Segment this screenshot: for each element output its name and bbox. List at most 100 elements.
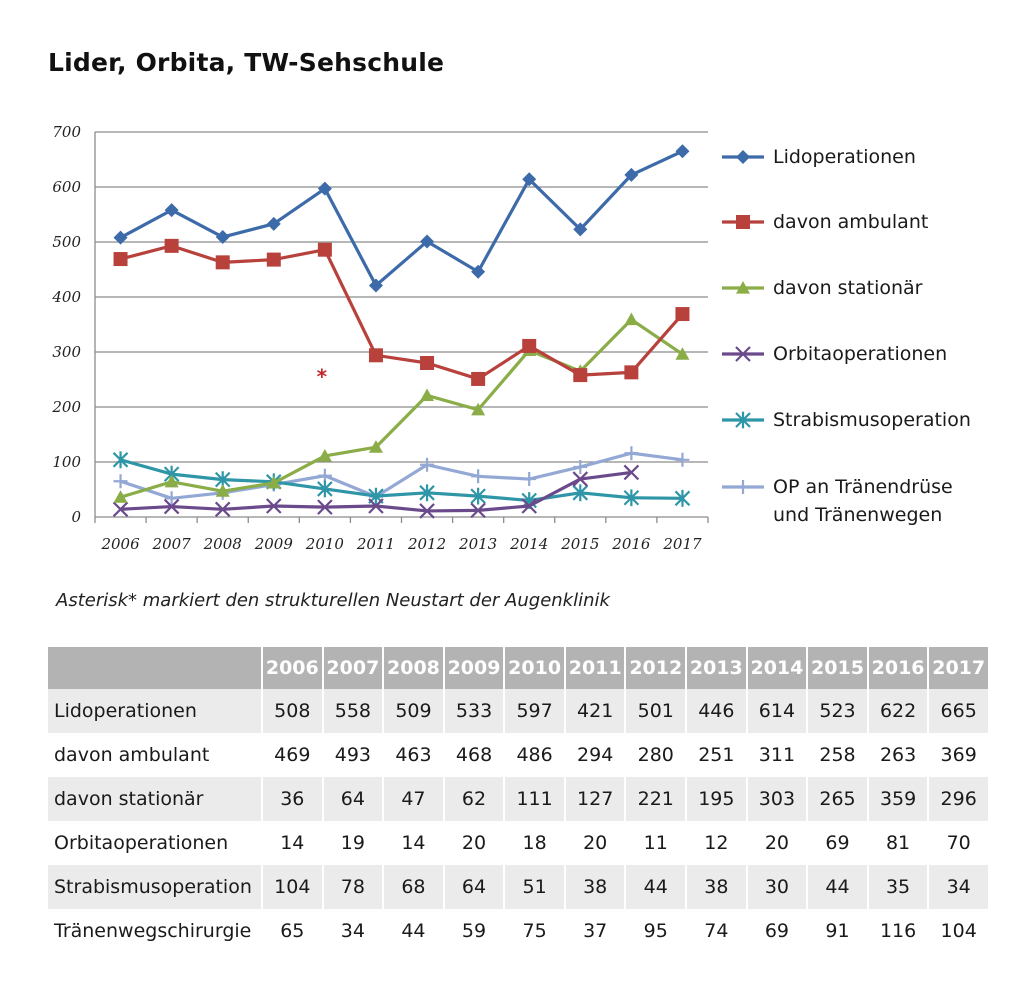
- x-tick-label: 2008: [203, 535, 242, 553]
- asterisk-note: Asterisk* markiert den strukturellen Neu…: [56, 590, 610, 611]
- data-point: [113, 474, 128, 489]
- table-cell: 251: [685, 733, 746, 777]
- data-point: [624, 167, 639, 182]
- data-point: [266, 475, 281, 489]
- table-cell: 51: [503, 865, 564, 909]
- series-line: [120, 244, 684, 381]
- data-point: [419, 484, 435, 502]
- data-point: [675, 144, 690, 159]
- data-point: [573, 368, 588, 383]
- data-point: [420, 356, 435, 370]
- table-header-cell: 2009: [442, 647, 504, 689]
- table-header-cell: 2016: [866, 647, 928, 689]
- table-row: Strabismusoperation 104 78 68 64 51 38 44 38 30 44…: [48, 865, 988, 909]
- legend-label: Orbitaoperationen: [773, 343, 947, 365]
- table-cell: 468: [442, 733, 504, 777]
- table-header-cell: 2012: [624, 647, 686, 689]
- data-point: [113, 252, 128, 267]
- y-tick-label: 300: [52, 343, 81, 361]
- table-cell: 263: [866, 733, 928, 777]
- data-point: [215, 230, 230, 245]
- data-point: [675, 347, 690, 360]
- table-cell: 64: [442, 865, 504, 909]
- x-tick-label: 2006: [100, 535, 140, 553]
- table-cell: 75: [503, 909, 564, 953]
- data-point: [164, 474, 179, 488]
- data-point: [675, 452, 690, 467]
- data-point: [112, 501, 129, 518]
- table-cell: 311: [745, 733, 807, 777]
- data-point: [675, 307, 690, 322]
- table-cell: 68: [382, 865, 443, 909]
- x-tick-label: 2011: [356, 535, 395, 553]
- series-line: [120, 458, 683, 503]
- y-tick-label: 600: [52, 178, 81, 196]
- table-header-cell: 2008: [382, 647, 443, 689]
- data-point: [317, 468, 332, 483]
- data-point: [163, 498, 180, 515]
- table-cell: 258: [806, 733, 867, 777]
- table-cell: 37: [563, 909, 625, 953]
- data-point: [112, 451, 129, 469]
- table-header-cell: 2007: [321, 647, 383, 689]
- data-point: [735, 346, 751, 362]
- table-cell: 523: [806, 689, 867, 733]
- data-point: [113, 230, 128, 245]
- table-cell: 44: [624, 865, 686, 909]
- table-cell: 44: [806, 865, 867, 909]
- data-point: [420, 457, 435, 472]
- table-cell: 614: [745, 689, 807, 733]
- data-point: [420, 234, 435, 249]
- legend-label: davon ambulant: [773, 211, 928, 233]
- x-tick-label: 2015: [560, 535, 599, 553]
- data-point: [572, 484, 589, 502]
- table-cell: 47: [382, 777, 443, 821]
- data-point: [573, 459, 588, 474]
- table-cell: 104: [261, 865, 322, 909]
- x-tick-label: 2007: [152, 535, 192, 553]
- table-cell: 65: [261, 909, 322, 953]
- table-cell: 221: [624, 777, 686, 821]
- data-point: [215, 255, 230, 270]
- table-header-cell: 2006: [261, 647, 322, 689]
- table-row: Lidoperationen 508 558 509 533 597 421 501 446 61…: [48, 689, 988, 733]
- data-point: [215, 484, 230, 497]
- table-row-label: Tränenwegschirurgie: [48, 909, 261, 953]
- data-point: [736, 480, 750, 494]
- legend-label: und Tränenwegen: [773, 504, 942, 526]
- data-point: [368, 440, 383, 453]
- table-cell: 38: [563, 865, 625, 909]
- series-line: [119, 149, 684, 288]
- table-cell: 463: [382, 733, 443, 777]
- table-header-cell: 2014: [745, 647, 807, 689]
- x-tick-label: 2017: [662, 535, 702, 553]
- data-point: [623, 489, 640, 507]
- data-point: [471, 469, 486, 484]
- y-tick-label: 700: [52, 123, 81, 141]
- table-cell: 69: [745, 909, 807, 953]
- table-corner-cell: [48, 647, 261, 689]
- data-point: [164, 238, 179, 253]
- asterisk-annotation: *: [317, 364, 328, 388]
- table-cell: 34: [927, 865, 988, 909]
- data-point: [113, 490, 128, 503]
- table-cell: 296: [927, 777, 988, 821]
- table-cell: 558: [321, 689, 383, 733]
- table-body: Lidoperationen 508 558 509 533 597 421 501 446 61…: [48, 689, 988, 953]
- table-cell: 74: [685, 909, 746, 953]
- table-cell: 533: [442, 689, 504, 733]
- data-point: [214, 501, 231, 518]
- x-tick-label: 2013: [458, 535, 497, 553]
- table-row: Tränenwegschirurgie 65 34 44 59 75 37 95 74 69 91 1…: [48, 909, 988, 953]
- table-cell: 127: [563, 777, 625, 821]
- data-point: [266, 252, 281, 267]
- data-point: [470, 487, 486, 505]
- data-point: [674, 489, 691, 507]
- data-point: [471, 402, 486, 416]
- data-point: [521, 498, 537, 514]
- data-point: [368, 498, 384, 514]
- table-cell: 265: [806, 777, 867, 821]
- legend-label: OP an Tränendrüse: [773, 476, 953, 498]
- table-header-cell: 2011: [563, 647, 625, 689]
- data-point: [368, 348, 383, 363]
